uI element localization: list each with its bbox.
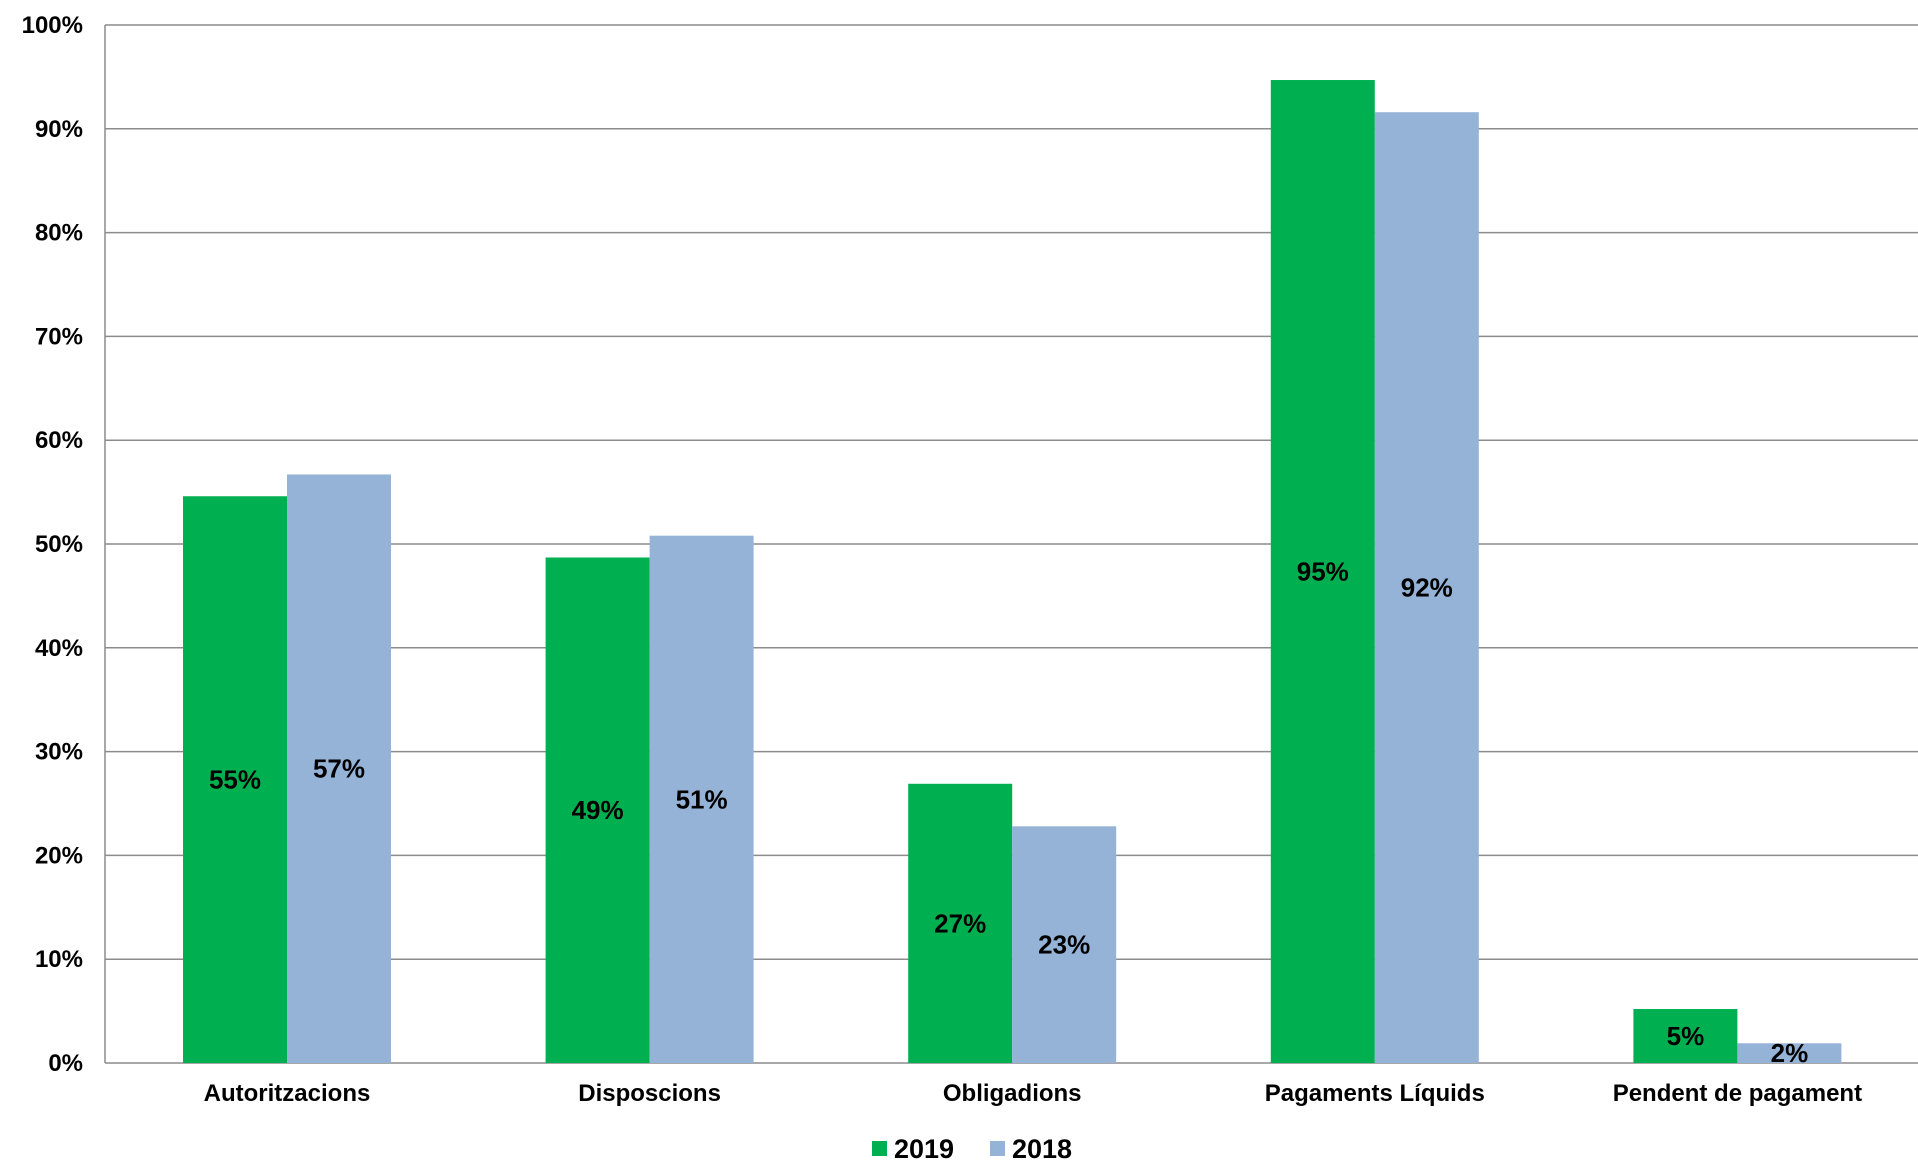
bar-2019-4 [1633,1009,1738,1063]
data-label-2018-1: 51% [676,784,728,814]
bar-2019-2 [908,783,1013,1063]
data-label-2019-1: 49% [572,795,624,825]
bar-2018-4 [1737,1043,1842,1063]
legend-label-2018: 2018 [1012,1134,1072,1163]
data-label-2018-4: 2% [1771,1038,1809,1068]
x-category-label: Autoritzacions [204,1080,371,1107]
x-category-label: Pendent de pagament [1613,1080,1862,1107]
y-tick-label: 50% [35,531,83,558]
gridlines [104,24,1918,1064]
x-category-label: Pagaments Líquids [1265,1080,1485,1107]
data-label-2018-3: 92% [1401,573,1453,603]
y-tick-label: 0% [48,1050,83,1077]
x-category-label: Disposcions [578,1080,721,1107]
bar-2018-3 [1374,112,1479,1063]
y-axis-ticks: 0% 10% 20% 30% 40% 50% 60% 70% 80% 90% 100% [22,12,83,1077]
y-tick-label: 100% [22,12,83,39]
y-tick-label: 30% [35,739,83,766]
bar-2018-0 [287,474,391,1064]
legend-swatch-2018 [990,1141,1005,1156]
y-tick-label: 20% [35,842,83,869]
legend-label-2019: 2019 [894,1134,954,1163]
legend: 2019 2018 [872,1134,1072,1163]
data-label-2019-4: 5% [1667,1021,1705,1051]
y-tick-label: 60% [35,427,83,454]
y-tick-label: 90% [35,116,83,143]
x-category-label: Obligadions [943,1080,1082,1107]
x-axis-categories: Autoritzacions Disposcions Obligadions Paga… [204,1080,1862,1107]
data-label-2019-2: 27% [934,908,986,938]
y-tick-label: 70% [35,323,83,350]
bar-2019-1 [545,557,650,1063]
legend-swatch-2019 [872,1141,887,1156]
data-labels: 55% 57% 49% 51% 27% 23% 95% 92% 5% 2% [209,557,1808,1069]
bar-2018-2 [1012,826,1117,1063]
bar-2019-3 [1270,80,1375,1064]
data-label-2019-0: 55% [209,765,261,795]
y-tick-label: 80% [35,220,83,247]
data-label-2018-2: 23% [1038,930,1090,960]
bar-2019-0 [183,496,287,1063]
y-tick-label: 40% [35,635,83,662]
bars [183,80,1842,1064]
bar-2018-1 [649,535,754,1063]
data-label-2019-3: 95% [1297,557,1349,587]
data-label-2018-0: 57% [313,754,365,784]
y-tick-label: 10% [35,946,83,973]
